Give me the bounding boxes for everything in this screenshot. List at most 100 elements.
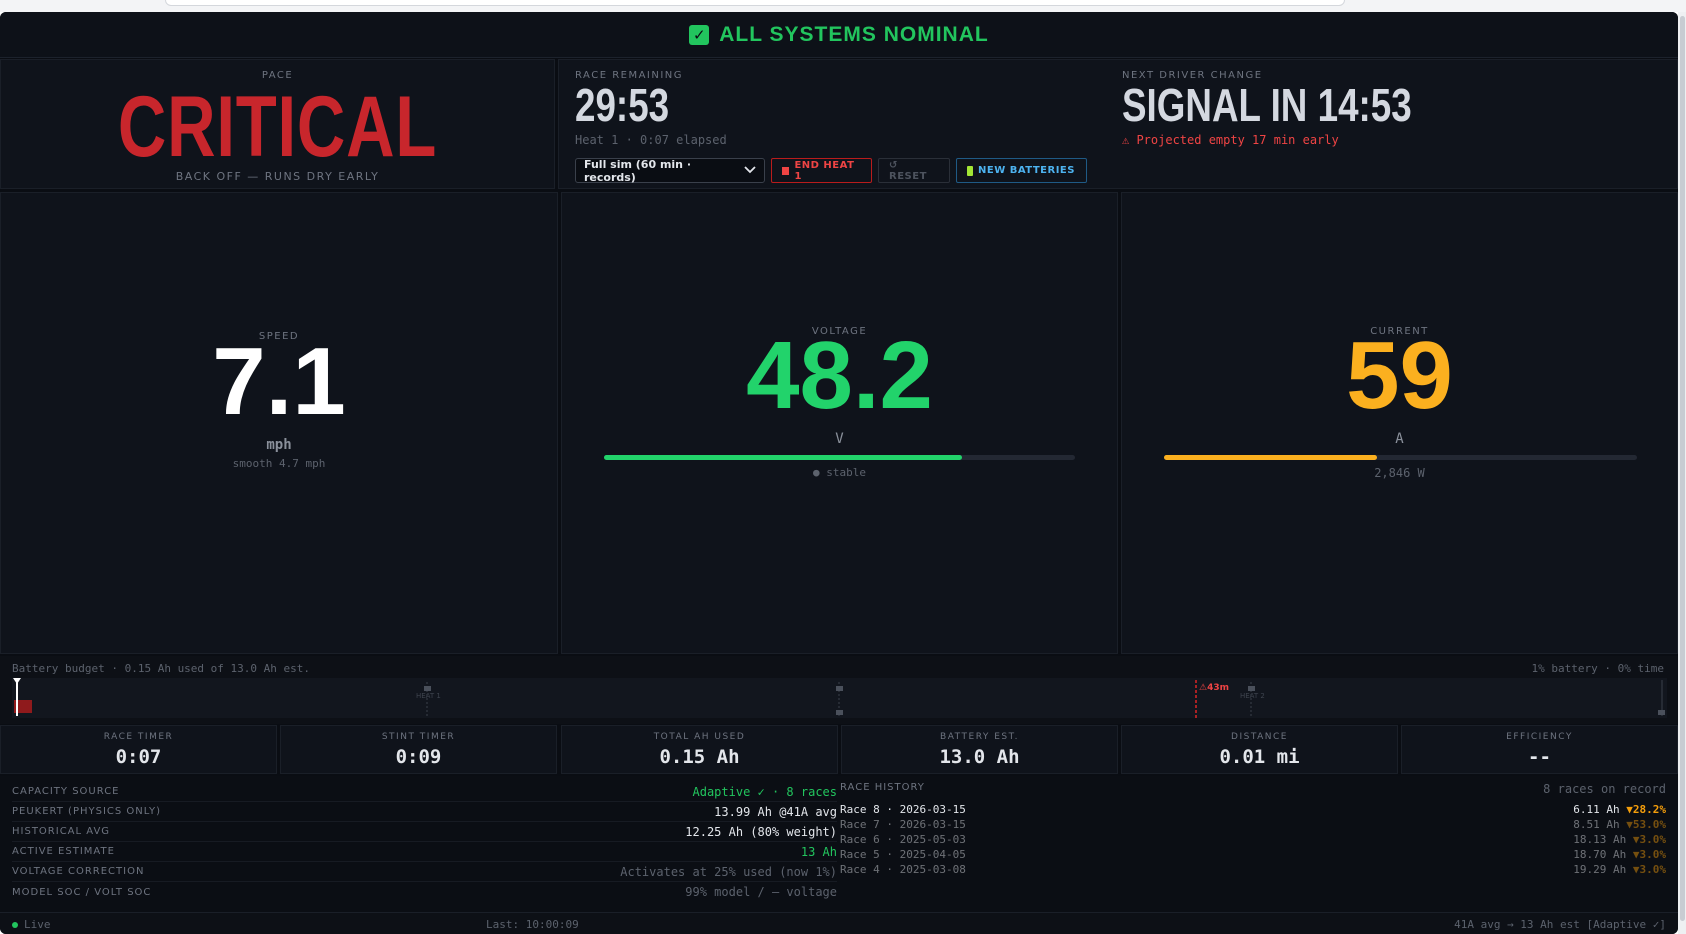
reset-button[interactable]: ↺ RESET	[878, 158, 950, 183]
heat2-label: HEAT 2	[1240, 692, 1265, 700]
voltage-bar	[604, 455, 1075, 460]
race-history-row[interactable]: Race 5 · 2025-04-05 18.70 Ah ▼3.0%	[840, 848, 1666, 861]
race-history-delta: ▼3.0%	[1632, 848, 1666, 861]
stat-value: 0.15 Ah	[659, 746, 740, 768]
stat-value: 0:09	[395, 746, 442, 768]
current-bar	[1164, 455, 1637, 460]
voltage-bar-fill	[604, 455, 962, 460]
capacity-value: Activates at 25% used (now 1%)	[620, 864, 837, 879]
speed-smooth: smooth 4.7 mph	[232, 457, 326, 470]
pace-panel: PACE CRITICAL BACK OFF — RUNS DRY EARLY	[0, 59, 555, 189]
voltage-unit: V	[835, 431, 844, 447]
stat-value: --	[1528, 746, 1551, 768]
mode-select[interactable]: Full sim (60 min · records)	[575, 157, 765, 184]
current-panel: CURRENT 59 A 2,846 W	[1121, 192, 1678, 654]
capacity-key: CAPACITY SOURCE	[12, 786, 120, 797]
stat-label: EFFICIENCY	[1506, 732, 1573, 742]
stat-label: BATTERY EST.	[940, 732, 1019, 742]
race-history-count: 8 races on record	[1543, 782, 1666, 796]
race-history-row[interactable]: Race 7 · 2026-03-15 8.51 Ah ▼53.0%	[840, 818, 1666, 831]
heat1-label: HEAT 1	[416, 692, 441, 700]
end-heat-label: END HEAT 1	[794, 159, 855, 182]
battery-budget: Battery budget · 0.15 Ah used of 13.0 Ah…	[0, 656, 1678, 724]
scrollbar-thumb[interactable]	[1680, 16, 1685, 921]
end-heat-button[interactable]: END HEAT 1	[771, 158, 872, 183]
race-history-race: Race 4 · 2025-03-08	[840, 863, 966, 876]
race-history-label: RACE HISTORY	[840, 782, 925, 793]
capacity-key: HISTORICAL AVG	[12, 826, 111, 837]
budget-timeline: HEAT 1 ⚠43m HEAT 2	[12, 678, 1667, 718]
stat-total-ah: TOTAL AH USED 0.15 Ah	[561, 725, 838, 774]
race-history-ah: 18.70 Ah	[1573, 848, 1627, 861]
footer-estimate: 41A avg → 13 Ah est [Adaptive ✓]	[1454, 918, 1666, 931]
heat1-tick	[424, 686, 431, 691]
race-history-row[interactable]: Race 6 · 2025-05-03 18.13 Ah ▼3.0%	[840, 833, 1666, 846]
race-history-value: 6.11 Ah ▼28.2%	[1573, 803, 1666, 816]
projection-warning: ⚠ Projected empty 17 min early	[1122, 133, 1339, 147]
budget-summary: Battery budget · 0.15 Ah used of 13.0 Ah…	[12, 662, 311, 675]
budget-used-block	[14, 700, 32, 713]
live-label: Live	[24, 918, 51, 931]
dashboard: ✓ ALL SYSTEMS NOMINAL PACE CRITICAL BACK…	[0, 12, 1678, 934]
battery-icon	[967, 165, 973, 176]
capacity-value: 12.25 Ah (80% weight)	[685, 824, 837, 839]
race-history-value: 18.70 Ah ▼3.0%	[1573, 848, 1666, 861]
midpoint-tick	[836, 686, 843, 691]
capacity-value: Adaptive ✓ · 8 races	[692, 784, 838, 799]
speed-unit: mph	[266, 437, 292, 453]
race-history-delta: ▼28.2%	[1626, 803, 1666, 816]
capacity-row: MODEL SOC / VOLT SOC 99% model / — volta…	[12, 882, 837, 902]
race-history-race: Race 5 · 2025-04-05	[840, 848, 966, 861]
next-driver-change-value: SIGNAL IN 14:53	[1122, 79, 1412, 131]
current-power: 2,846 W	[1374, 466, 1425, 480]
stat-efficiency: EFFICIENCY --	[1401, 725, 1678, 774]
chevron-down-icon	[744, 164, 756, 177]
race-history-row[interactable]: Race 8 · 2026-03-15 6.11 Ah ▼28.2%	[840, 803, 1666, 816]
race-history-ah: 8.51 Ah	[1573, 818, 1620, 831]
pace-label: PACE	[261, 70, 294, 81]
new-batteries-button[interactable]: NEW BATTERIES	[956, 158, 1087, 183]
check-icon: ✓	[689, 24, 710, 45]
browser-address-bar[interactable]	[165, 0, 1345, 6]
speed-value: 7.1	[212, 328, 346, 435]
race-history-value: 19.29 Ah ▼3.0%	[1573, 863, 1666, 876]
capacity-key: VOLTAGE CORRECTION	[12, 866, 145, 877]
capacity-key: ACTIVE ESTIMATE	[12, 846, 115, 857]
status-text: ALL SYSTEMS NOMINAL	[719, 22, 989, 46]
stat-label: RACE TIMER	[103, 732, 174, 742]
end-tick	[1658, 710, 1665, 715]
race-history-row[interactable]: Race 4 · 2025-03-08 19.29 Ah ▼3.0%	[840, 863, 1666, 876]
stat-value: 0:07	[115, 746, 162, 768]
current-bar-fill	[1164, 455, 1377, 460]
capacity-key: PEUKERT (PHYSICS ONLY)	[12, 806, 162, 817]
stat-battery-est: BATTERY EST. 13.0 Ah	[841, 725, 1118, 774]
status-banner: ✓ ALL SYSTEMS NOMINAL	[0, 12, 1678, 58]
race-history-race: Race 7 · 2026-03-15	[840, 818, 966, 831]
heat2-tick	[1248, 686, 1255, 691]
stat-stint-timer: STINT TIMER 0:09	[280, 725, 557, 774]
race-history-delta: ▼3.0%	[1632, 863, 1666, 876]
live-indicator: Live	[12, 918, 51, 931]
empty-projection-label: ⚠43m	[1199, 683, 1229, 693]
capacity-row: CAPACITY SOURCE Adaptive ✓ · 8 races	[12, 782, 837, 802]
race-remaining-value: 29:53	[575, 79, 670, 131]
capacity-row: VOLTAGE CORRECTION Activates at 25% used…	[12, 862, 837, 882]
race-history-race: Race 6 · 2025-05-03	[840, 833, 966, 846]
voltage-status: ● stable	[813, 466, 866, 479]
speed-label: SPEED	[258, 331, 300, 342]
race-history-delta: ▼53.0%	[1626, 818, 1666, 831]
mode-select-value: Full sim (60 min · records)	[584, 157, 692, 184]
race-history-ah: 18.13 Ah	[1573, 833, 1627, 846]
stat-label: TOTAL AH USED	[653, 732, 746, 742]
speed-panel: SPEED 7.1 mph smooth 4.7 mph	[0, 192, 558, 654]
browser-top-strip	[0, 0, 1686, 12]
stat-label: STINT TIMER	[381, 732, 456, 742]
stat-label: DISTANCE	[1231, 732, 1288, 742]
race-history-race: Race 8 · 2026-03-15	[840, 803, 966, 816]
next-driver-change-label: NEXT DRIVER CHANGE	[1122, 70, 1263, 81]
capacity-key: MODEL SOC / VOLT SOC	[12, 886, 152, 898]
stop-icon	[782, 166, 790, 175]
capacity-history-panel: CAPACITY SOURCE Adaptive ✓ · 8 races PEU…	[0, 776, 1678, 912]
capacity-row: PEUKERT (PHYSICS ONLY) 13.99 Ah @41A avg	[12, 802, 837, 822]
budget-timeline-svg: HEAT 1 ⚠43m HEAT 2	[13, 678, 1665, 718]
